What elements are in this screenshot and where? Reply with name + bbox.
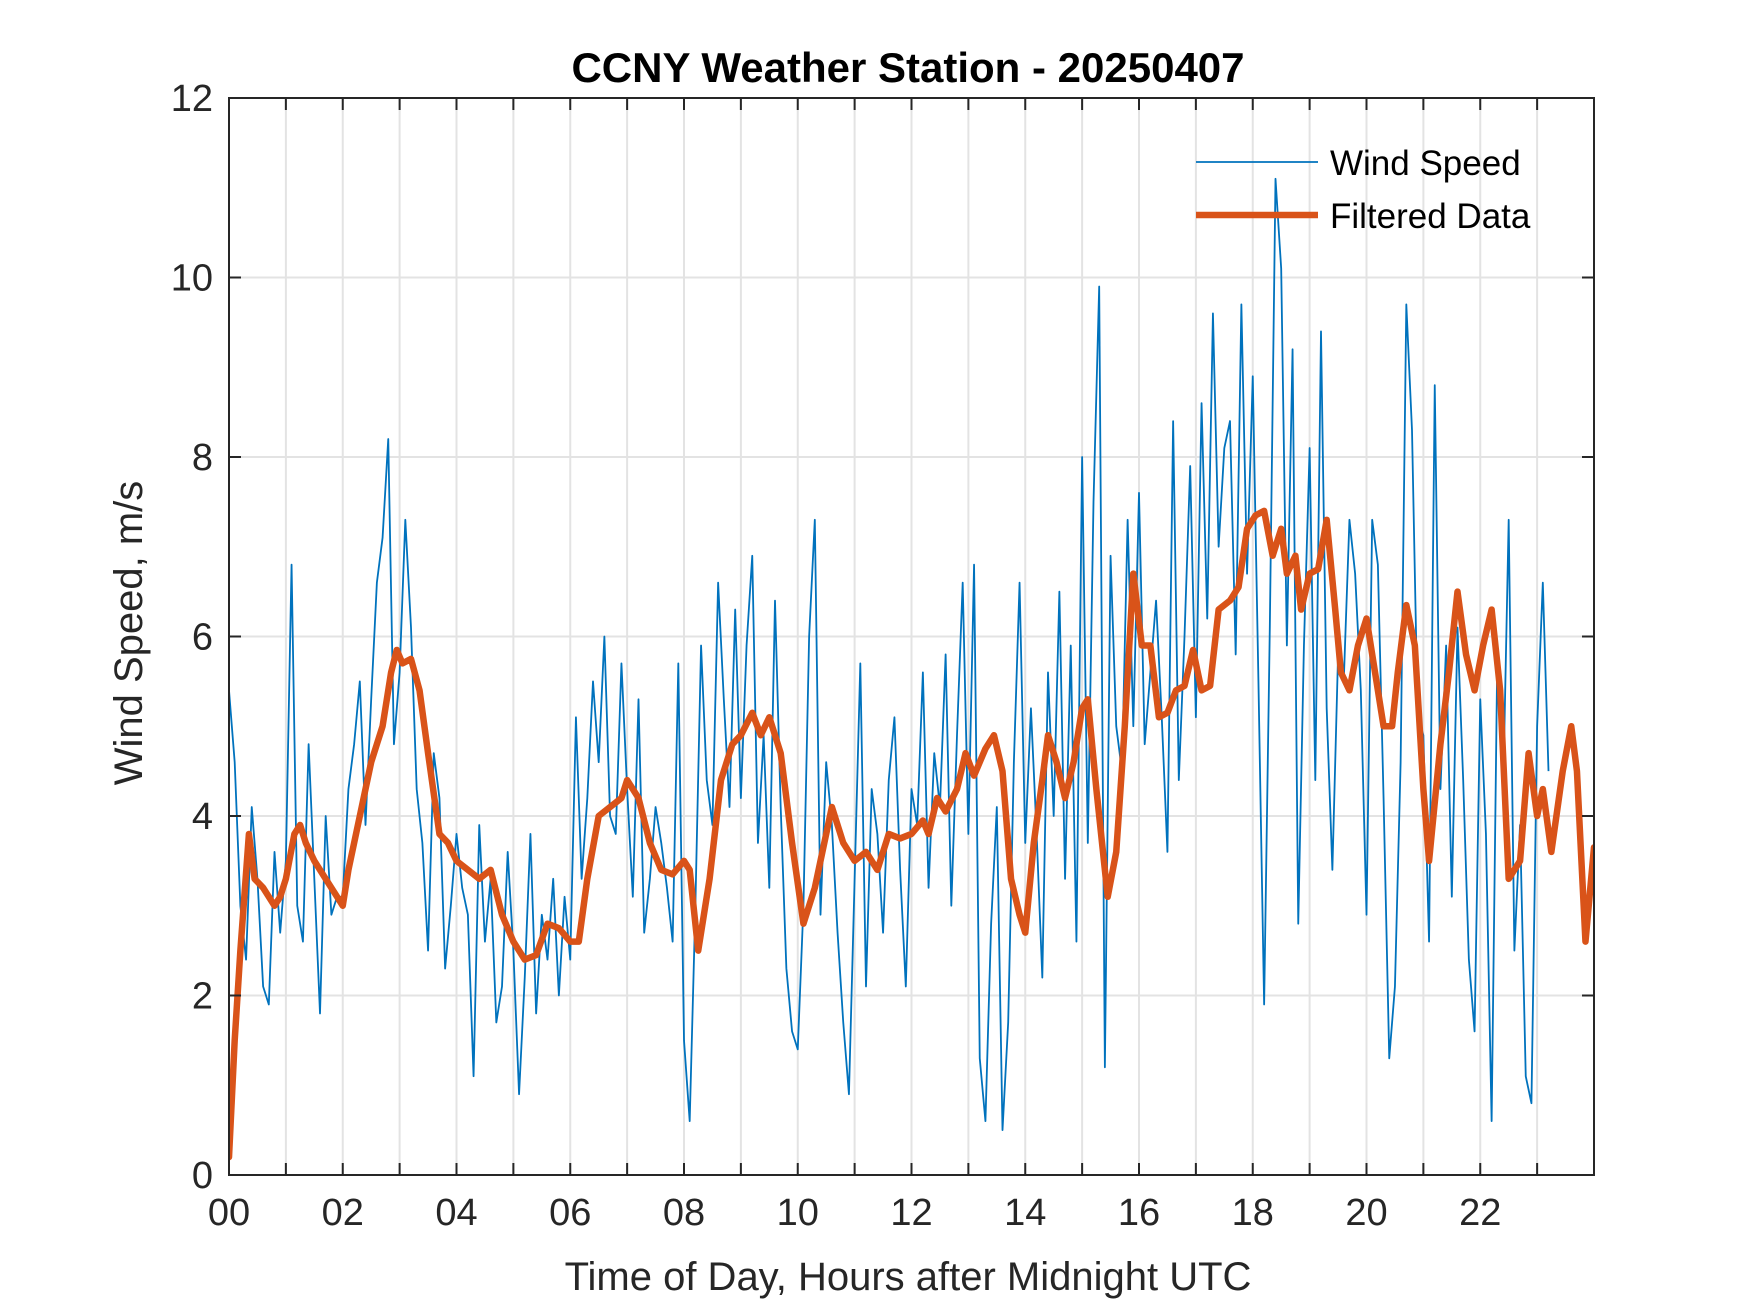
- y-tick-label: 8: [192, 437, 213, 479]
- x-tick-labels: 00 02 04 06 08 10 12 14 16 18 20 22: [208, 1192, 1502, 1234]
- x-tick-label: 08: [663, 1192, 705, 1234]
- x-tick-label: 22: [1459, 1192, 1501, 1234]
- y-tick-label: 10: [171, 258, 213, 300]
- axis-ticks: [229, 98, 1594, 1175]
- x-tick-label: 10: [777, 1192, 819, 1234]
- y-tick-label: 6: [192, 617, 213, 659]
- x-tick-label: 06: [549, 1192, 591, 1234]
- x-tick-label: 04: [435, 1192, 477, 1234]
- series-wind-speed-line: [229, 177, 1550, 1132]
- y-tick-label: 4: [192, 796, 213, 838]
- legend-label-filtered-data: Filtered Data: [1330, 197, 1531, 236]
- y-tick-label: 2: [192, 976, 213, 1018]
- x-tick-label: 20: [1345, 1192, 1387, 1234]
- x-tick-label: 02: [322, 1192, 364, 1234]
- y-axis-label: Wind Speed, m/s: [107, 481, 151, 786]
- axes-frame: [228, 97, 1595, 1176]
- x-tick-label: 16: [1118, 1192, 1160, 1234]
- legend: Wind Speed Filtered Data: [1196, 144, 1531, 236]
- y-tick-labels: 0 2 4 6 8 10 12: [171, 78, 213, 1197]
- chart-title: CCNY Weather Station - 20250407: [571, 44, 1244, 91]
- x-tick-label: 00: [208, 1192, 250, 1234]
- x-tick-label: 12: [890, 1192, 932, 1234]
- series-filtered-data-line: [229, 507, 1594, 1161]
- x-axis-label: Time of Day, Hours after Midnight UTC: [565, 1255, 1252, 1299]
- y-tick-label: 12: [171, 78, 213, 120]
- x-tick-label: 14: [1004, 1192, 1046, 1234]
- x-tick-label: 18: [1232, 1192, 1274, 1234]
- legend-label-wind-speed: Wind Speed: [1330, 144, 1521, 183]
- y-tick-label: 0: [192, 1155, 213, 1197]
